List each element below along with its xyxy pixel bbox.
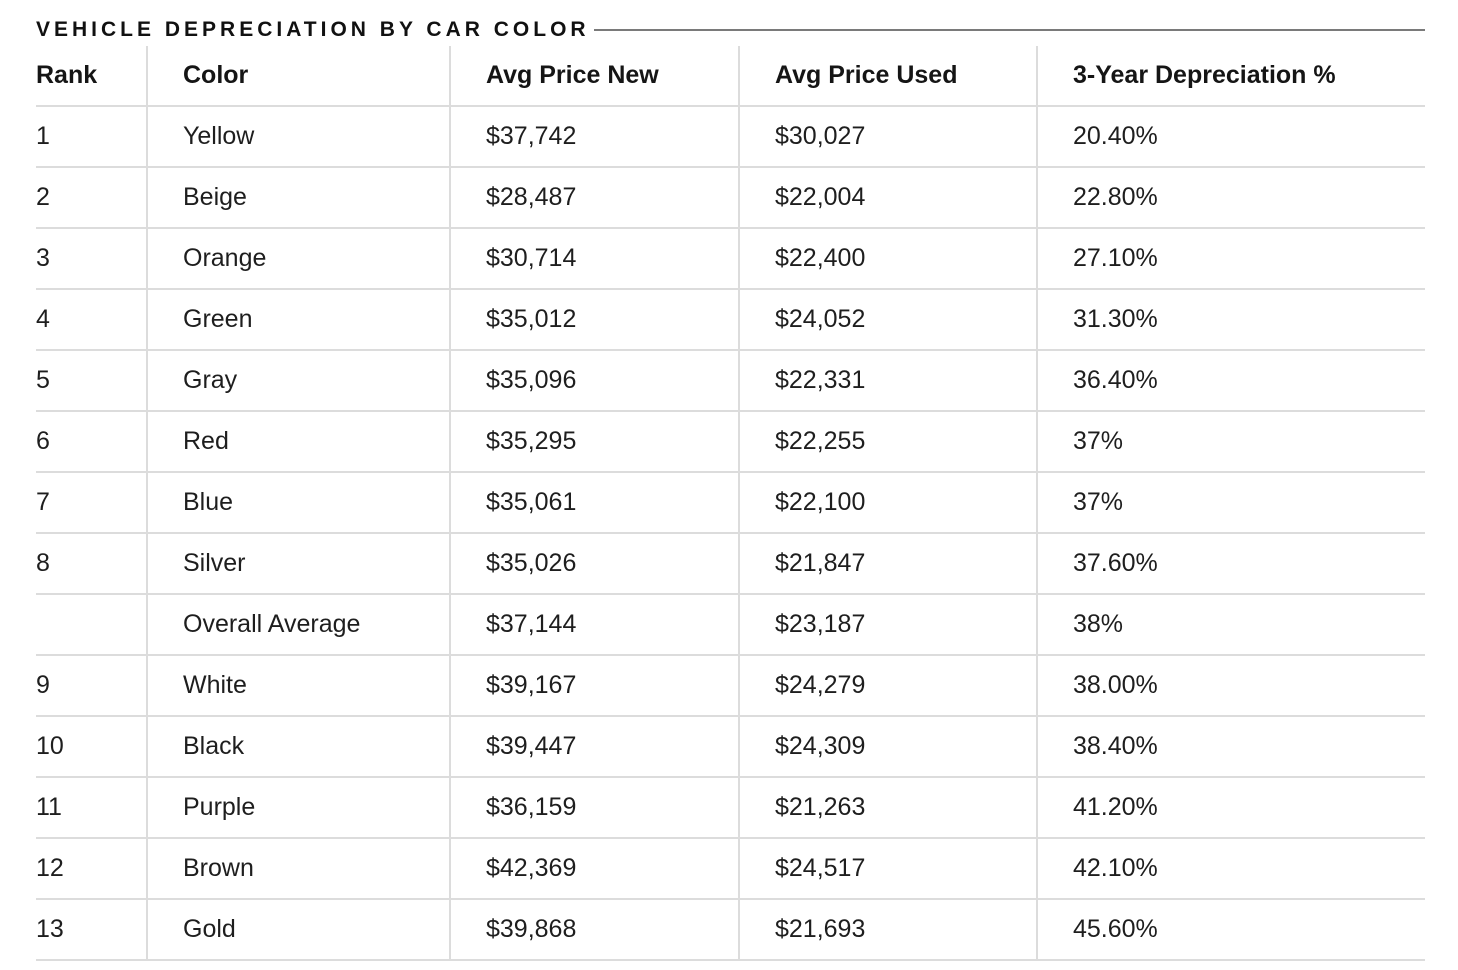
cell-color: Silver (146, 533, 450, 595)
cell-rank: 10 (36, 716, 147, 778)
depreciation-table-container: VEHICLE DEPRECIATION BY CAR COLOR Rank C… (36, 14, 1425, 961)
table-row: 5 Gray $35,096 $22,331 36.40% (36, 350, 1425, 412)
table-row: 11 Purple $36,159 $21,263 41.20% (36, 777, 1425, 839)
cell-avg-price-used: $24,309 (738, 716, 1037, 778)
title-divider (593, 29, 1425, 31)
table-row: 13 Gold $39,868 $21,693 45.60% (36, 899, 1425, 961)
cell-avg-price-used: $22,255 (738, 411, 1037, 473)
cell-avg-price-new: $28,487 (449, 167, 739, 229)
header-rank: Rank (36, 46, 147, 107)
cell-depreciation: 37% (1036, 411, 1425, 473)
cell-depreciation: 38.40% (1036, 716, 1425, 778)
header-color: Color (146, 46, 450, 107)
cell-avg-price-new: $30,714 (449, 228, 739, 290)
header-avg-price-new: Avg Price New (449, 46, 739, 107)
table-body: 1 Yellow $37,742 $30,027 20.40% 2 Beige $28,487… (36, 106, 1425, 961)
cell-avg-price-used: $24,279 (738, 655, 1037, 717)
cell-avg-price-new: $35,026 (449, 533, 739, 595)
cell-depreciation: 36.40% (1036, 350, 1425, 412)
cell-avg-price-new: $39,167 (449, 655, 739, 717)
cell-rank: 11 (36, 777, 147, 839)
cell-avg-price-new: $36,159 (449, 777, 739, 839)
table-row: 1 Yellow $37,742 $30,027 20.40% (36, 106, 1425, 168)
cell-color: Purple (146, 777, 450, 839)
cell-color: Gray (146, 350, 450, 412)
cell-avg-price-used: $22,004 (738, 167, 1037, 229)
table-row: 8 Silver $35,026 $21,847 37.60% (36, 533, 1425, 595)
cell-color: Yellow (146, 106, 450, 168)
depreciation-table: Rank Color Avg Price New Avg Price Used … (36, 46, 1425, 961)
cell-color: Beige (146, 167, 450, 229)
cell-avg-price-new: $39,447 (449, 716, 739, 778)
cell-color: Gold (146, 899, 450, 961)
cell-avg-price-new: $37,742 (449, 106, 739, 168)
cell-avg-price-new: $35,061 (449, 472, 739, 534)
cell-depreciation: 20.40% (1036, 106, 1425, 168)
cell-rank: 13 (36, 899, 147, 961)
cell-rank: 8 (36, 533, 147, 595)
table-row: Overall Average $37,144 $23,187 38% (36, 594, 1425, 656)
cell-rank: 12 (36, 838, 147, 900)
cell-depreciation: 37% (1036, 472, 1425, 534)
table-row: 7 Blue $35,061 $22,100 37% (36, 472, 1425, 534)
cell-depreciation: 45.60% (1036, 899, 1425, 961)
cell-rank: 1 (36, 106, 147, 168)
table-row: 2 Beige $28,487 $22,004 22.80% (36, 167, 1425, 229)
cell-avg-price-used: $22,331 (738, 350, 1037, 412)
table-row: 3 Orange $30,714 $22,400 27.10% (36, 228, 1425, 290)
cell-color: Green (146, 289, 450, 351)
cell-color: Blue (146, 472, 450, 534)
table-row: 12 Brown $42,369 $24,517 42.10% (36, 838, 1425, 900)
cell-avg-price-new: $42,369 (449, 838, 739, 900)
cell-rank: 3 (36, 228, 147, 290)
table-row: 10 Black $39,447 $24,309 38.40% (36, 716, 1425, 778)
cell-avg-price-used: $30,027 (738, 106, 1037, 168)
table-header-row: Rank Color Avg Price New Avg Price Used … (36, 46, 1425, 107)
cell-depreciation: 42.10% (1036, 838, 1425, 900)
cell-avg-price-used: $22,400 (738, 228, 1037, 290)
cell-rank: 9 (36, 655, 147, 717)
cell-rank (36, 594, 147, 656)
cell-avg-price-used: $24,517 (738, 838, 1037, 900)
cell-depreciation: 38.00% (1036, 655, 1425, 717)
cell-depreciation: 22.80% (1036, 167, 1425, 229)
header-depreciation: 3-Year Depreciation % (1036, 46, 1425, 107)
cell-avg-price-used: $22,100 (738, 472, 1037, 534)
cell-color: White (146, 655, 450, 717)
table-title: VEHICLE DEPRECIATION BY CAR COLOR (36, 18, 590, 41)
cell-avg-price-new: $35,012 (449, 289, 739, 351)
table-row: 6 Red $35,295 $22,255 37% (36, 411, 1425, 473)
cell-color: Overall Average (146, 594, 450, 656)
cell-avg-price-new: $39,868 (449, 899, 739, 961)
cell-avg-price-used: $21,263 (738, 777, 1037, 839)
cell-rank: 4 (36, 289, 147, 351)
cell-avg-price-new: $37,144 (449, 594, 739, 656)
cell-color: Red (146, 411, 450, 473)
cell-rank: 2 (36, 167, 147, 229)
cell-rank: 5 (36, 350, 147, 412)
cell-depreciation: 27.10% (1036, 228, 1425, 290)
cell-depreciation: 41.20% (1036, 777, 1425, 839)
cell-color: Orange (146, 228, 450, 290)
header-avg-price-used: Avg Price Used (738, 46, 1037, 107)
cell-avg-price-used: $21,847 (738, 533, 1037, 595)
table-row: 4 Green $35,012 $24,052 31.30% (36, 289, 1425, 351)
cell-avg-price-new: $35,096 (449, 350, 739, 412)
cell-depreciation: 31.30% (1036, 289, 1425, 351)
cell-avg-price-used: $21,693 (738, 899, 1037, 961)
cell-avg-price-used: $23,187 (738, 594, 1037, 656)
cell-color: Brown (146, 838, 450, 900)
cell-rank: 6 (36, 411, 147, 473)
title-row: VEHICLE DEPRECIATION BY CAR COLOR (36, 14, 1425, 46)
cell-depreciation: 37.60% (1036, 533, 1425, 595)
cell-color: Black (146, 716, 450, 778)
cell-avg-price-used: $24,052 (738, 289, 1037, 351)
cell-avg-price-new: $35,295 (449, 411, 739, 473)
cell-rank: 7 (36, 472, 147, 534)
cell-depreciation: 38% (1036, 594, 1425, 656)
table-row: 9 White $39,167 $24,279 38.00% (36, 655, 1425, 717)
